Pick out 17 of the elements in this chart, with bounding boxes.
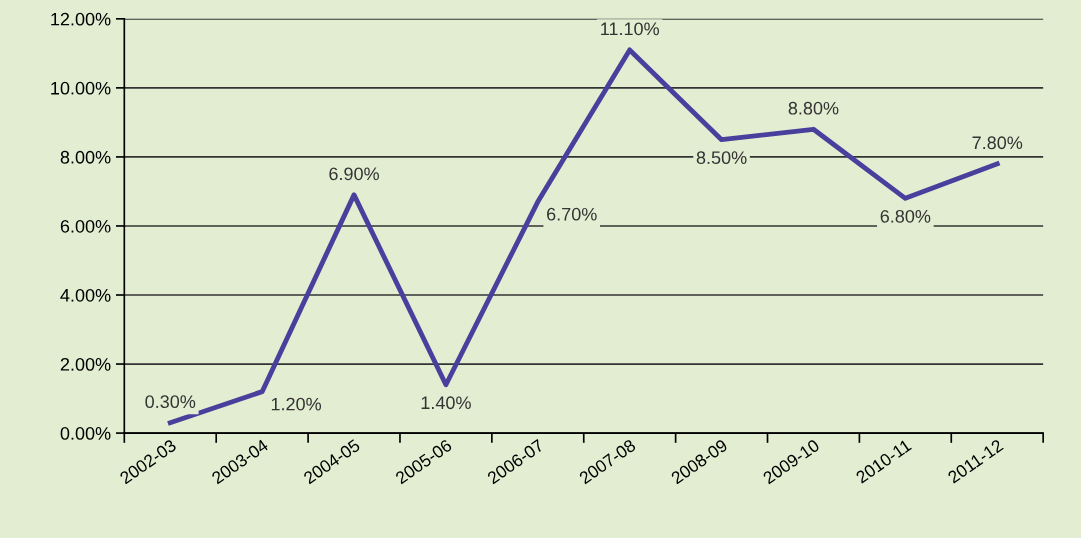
data-label: 6.70% — [547, 207, 597, 221]
y-tick-label: 2.00% — [60, 357, 111, 371]
y-tick-label: 0.00% — [60, 427, 111, 440]
data-label: 8.50% — [696, 151, 747, 165]
data-label: 6.90% — [329, 167, 379, 181]
data-label: 0.30% — [145, 395, 196, 409]
data-label: 8.80% — [788, 101, 839, 115]
data-label: 6.80% — [880, 209, 931, 223]
data-label: 1.20% — [271, 397, 322, 411]
data-label: 11.10% — [601, 22, 659, 36]
data-label: 1.40% — [421, 396, 471, 410]
y-tick-label: 8.00% — [60, 150, 111, 164]
y-tick-label: 6.00% — [60, 219, 111, 233]
y-tick-label: 4.00% — [60, 288, 111, 302]
data-label: 7.80% — [972, 136, 1023, 150]
y-tick-label: 10.00% — [51, 81, 111, 95]
y-tick-label: 12.00% — [51, 12, 111, 26]
